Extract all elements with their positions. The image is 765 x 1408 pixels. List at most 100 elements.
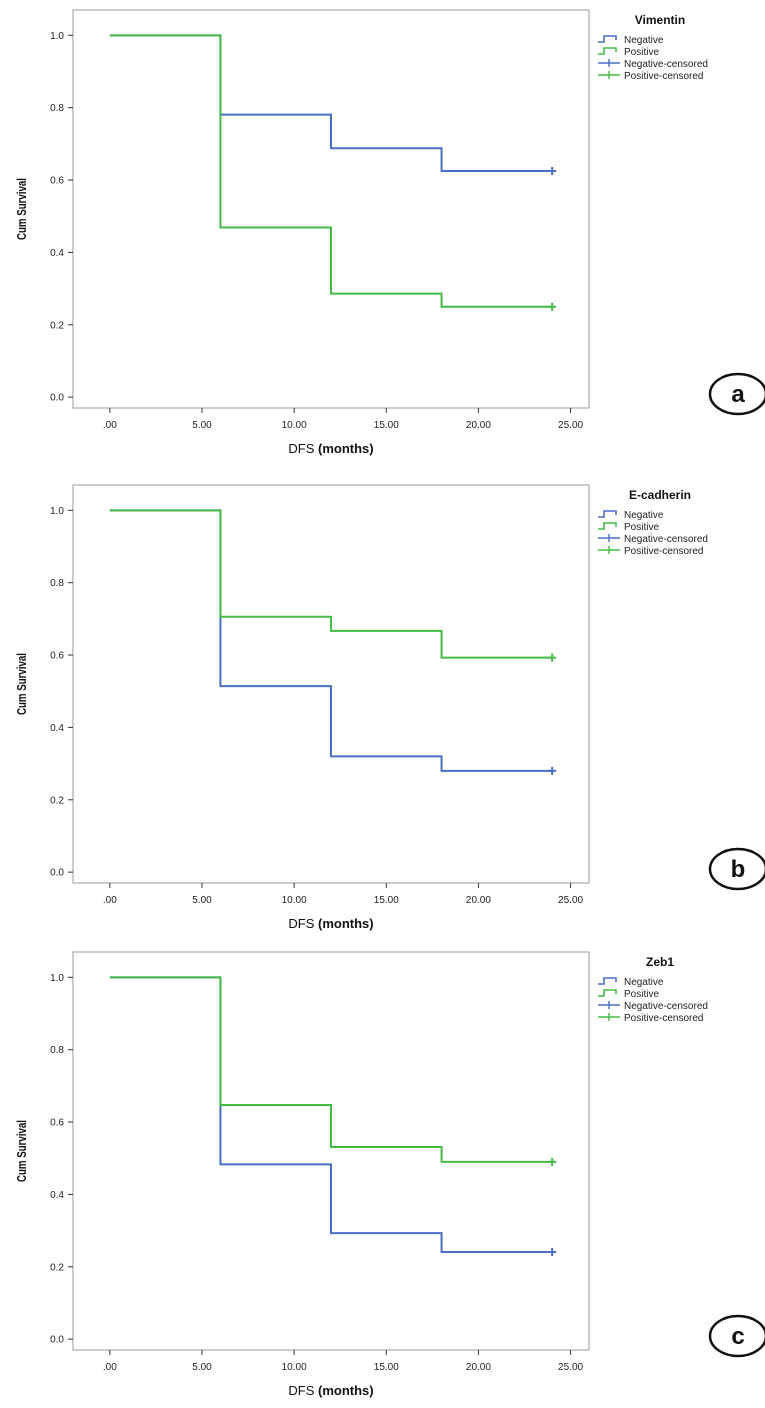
x-axis-title-unit: (months) bbox=[318, 916, 374, 931]
x-tick-label: 5.00 bbox=[192, 895, 212, 906]
y-tick-label: 0.2 bbox=[50, 320, 64, 331]
y-tick-label: 1.0 bbox=[50, 506, 64, 517]
km-panel-c: 0.0 0.2 0.4 0.6 0.8 1.0 .00 5.00 10.00 15.00 20.00… bbox=[0, 942, 765, 1408]
panel-label-badge bbox=[708, 847, 765, 891]
legend-swatch-censor bbox=[598, 1013, 620, 1021]
legend-item-label: Positive bbox=[624, 989, 659, 1000]
series-line-negative bbox=[109, 34, 553, 173]
legend-swatch-censor bbox=[598, 546, 620, 554]
legend-item-label: Positive bbox=[624, 47, 659, 58]
censor-mark-negative bbox=[548, 1247, 557, 1256]
km-chart-a: 0.0 0.2 0.4 0.6 0.8 1.0 .00 5.00 10.00 15.00 20.00… bbox=[14, 9, 765, 456]
km-panel-b: 0.0 0.2 0.4 0.6 0.8 1.0 .00 5.00 10.00 15.00 20.00… bbox=[0, 475, 765, 941]
legend-swatch-line bbox=[598, 989, 617, 997]
x-tick-label: 5.00 bbox=[192, 420, 212, 431]
x-tick-label: 15.00 bbox=[374, 1362, 399, 1373]
series-line-negative bbox=[109, 509, 553, 772]
x-tick-label: .00 bbox=[103, 1362, 117, 1373]
legend-title: E-cadherin bbox=[629, 488, 691, 502]
y-tick-label: 0.2 bbox=[50, 795, 64, 806]
y-tick-label: 0.4 bbox=[50, 1190, 64, 1201]
x-tick-label: 15.00 bbox=[374, 420, 399, 431]
legend-swatch-line bbox=[598, 522, 617, 530]
x-tick-label: .00 bbox=[103, 895, 117, 906]
censor-mark-positive bbox=[548, 1157, 557, 1166]
y-tick-label: 0.8 bbox=[50, 578, 64, 589]
y-tick-label: 0.6 bbox=[50, 1118, 64, 1129]
legend-swatch-line bbox=[598, 977, 617, 985]
y-tick-label: 0.8 bbox=[50, 1045, 64, 1056]
panel-label-badge bbox=[708, 372, 765, 416]
x-axis-title: DFS (months) bbox=[288, 916, 373, 931]
x-axis-title-unit: (months) bbox=[318, 441, 374, 456]
km-chart-b: 0.0 0.2 0.4 0.6 0.8 1.0 .00 5.00 10.00 15.00 20.00… bbox=[14, 484, 765, 931]
legend-swatch-censor bbox=[598, 71, 620, 79]
x-tick-label: .00 bbox=[103, 420, 117, 431]
km-panel-a: 0.0 0.2 0.4 0.6 0.8 1.0 .00 5.00 10.00 15.00 20.00… bbox=[0, 0, 765, 466]
legend-item-label: Negative bbox=[624, 510, 664, 521]
x-tick-label: 25.00 bbox=[558, 895, 583, 906]
x-tick-label: 5.00 bbox=[192, 1362, 212, 1373]
x-tick-label: 10.00 bbox=[282, 1362, 307, 1373]
y-tick-label: 0.0 bbox=[50, 868, 64, 879]
legend-item-label: Negative bbox=[624, 977, 664, 988]
panel-label: b bbox=[731, 856, 746, 883]
legend-item-label: Negative bbox=[624, 35, 664, 46]
panel-label: a bbox=[731, 381, 745, 408]
series-line-positive bbox=[109, 509, 553, 659]
y-tick-label: 0.4 bbox=[50, 248, 64, 259]
x-axis-title-main: DFS bbox=[288, 441, 318, 456]
y-tick-label: 0.8 bbox=[50, 103, 64, 114]
legend-swatch-line bbox=[598, 47, 617, 55]
legend-swatch-line bbox=[598, 35, 617, 43]
plot-frame bbox=[72, 9, 590, 409]
y-tick-label: 0.4 bbox=[50, 723, 64, 734]
x-tick-label: 25.00 bbox=[558, 420, 583, 431]
x-tick-label: 20.00 bbox=[466, 420, 491, 431]
legend-item-label: Negative-censored bbox=[624, 59, 708, 70]
panel-label-badge bbox=[708, 1314, 765, 1358]
y-tick-label: 1.0 bbox=[50, 31, 64, 42]
legend-item-label: Positive-censored bbox=[624, 1013, 703, 1024]
x-axis-title-main: DFS bbox=[288, 916, 318, 931]
y-axis-title: Cum Survival bbox=[14, 1120, 29, 1182]
y-tick-label: 0.0 bbox=[50, 393, 64, 404]
series-line-positive bbox=[109, 976, 553, 1163]
legend-swatch-censor bbox=[598, 534, 620, 542]
y-tick-label: 0.6 bbox=[50, 651, 64, 662]
x-axis-title-unit: (months) bbox=[318, 1383, 374, 1398]
censor-mark-negative bbox=[548, 766, 557, 775]
censor-mark-negative bbox=[548, 167, 557, 176]
legend-title: Vimentin bbox=[635, 13, 685, 27]
plot-frame bbox=[72, 484, 590, 884]
plot-frame bbox=[72, 951, 590, 1351]
legend-title: Zeb1 bbox=[646, 955, 674, 969]
legend-item-label: Negative-censored bbox=[624, 534, 708, 545]
x-axis-title: DFS (months) bbox=[288, 441, 373, 456]
km-chart-c: 0.0 0.2 0.4 0.6 0.8 1.0 .00 5.00 10.00 15.00 20.00… bbox=[14, 951, 765, 1398]
x-tick-label: 20.00 bbox=[466, 1362, 491, 1373]
legend-item-label: Negative-censored bbox=[624, 1001, 708, 1012]
x-tick-label: 10.00 bbox=[282, 895, 307, 906]
censor-mark-positive bbox=[548, 653, 557, 662]
y-tick-label: 0.2 bbox=[50, 1262, 64, 1273]
legend-item-label: Positive bbox=[624, 522, 659, 533]
legend-item-label: Positive-censored bbox=[624, 71, 703, 82]
x-axis-title-main: DFS bbox=[288, 1383, 318, 1398]
censor-mark-positive bbox=[548, 302, 557, 311]
x-axis-title: DFS (months) bbox=[288, 1383, 373, 1398]
y-axis-title: Cum Survival bbox=[14, 653, 29, 715]
y-tick-label: 0.6 bbox=[50, 176, 64, 187]
x-tick-label: 25.00 bbox=[558, 1362, 583, 1373]
x-tick-label: 10.00 bbox=[282, 420, 307, 431]
panel-label: c bbox=[731, 1323, 744, 1350]
y-tick-label: 0.0 bbox=[50, 1335, 64, 1346]
x-tick-label: 15.00 bbox=[374, 895, 399, 906]
legend-swatch-line bbox=[598, 510, 617, 518]
y-tick-label: 1.0 bbox=[50, 973, 64, 984]
legend-item-label: Positive-censored bbox=[624, 546, 703, 557]
legend-swatch-censor bbox=[598, 59, 620, 67]
legend-swatch-censor bbox=[598, 1001, 620, 1009]
x-tick-label: 20.00 bbox=[466, 895, 491, 906]
y-axis-title: Cum Survival bbox=[14, 178, 29, 240]
